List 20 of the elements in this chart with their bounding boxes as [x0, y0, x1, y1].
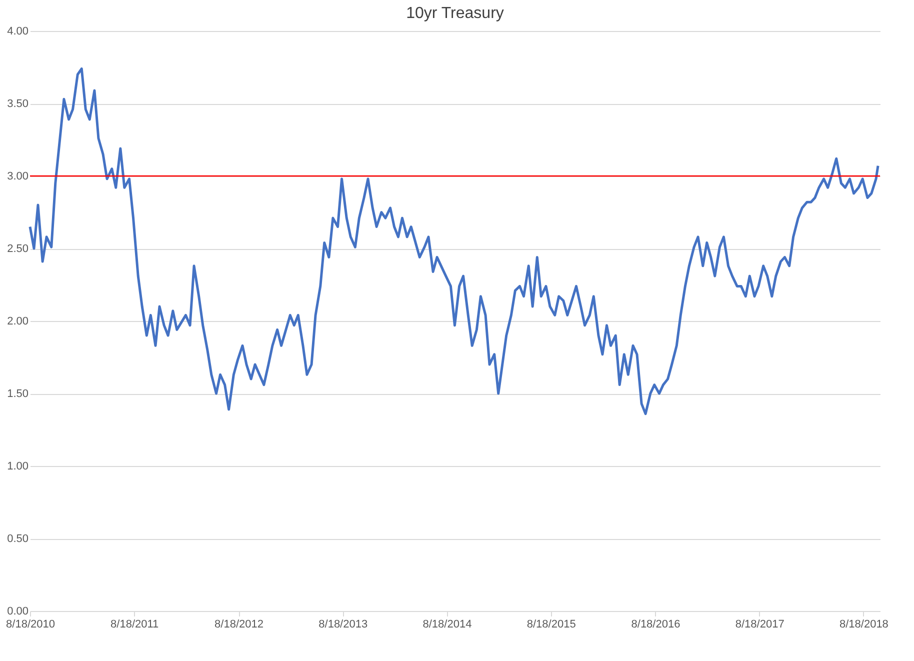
y-tick-label: 1.00: [7, 460, 28, 472]
y-tick-label: 0.50: [7, 533, 28, 545]
y-tick-label: 0.00: [7, 606, 28, 618]
x-tick-label: 8/18/2017: [735, 618, 784, 630]
x-tick-label: 8/18/2010: [6, 618, 55, 630]
y-tick-label: 2.00: [7, 316, 28, 328]
x-tick-label: 8/18/2013: [318, 618, 368, 630]
x-tick-label: 8/18/2016: [631, 618, 680, 630]
x-tick-label: 8/18/2018: [839, 618, 888, 630]
x-tick-label: 8/18/2012: [214, 618, 264, 630]
chart-title: 10yr Treasury: [406, 5, 504, 22]
x-tick-label: 8/18/2015: [526, 618, 576, 630]
x-tick-label: 8/18/2014: [422, 618, 472, 630]
x-tick-label: 8/18/2011: [110, 618, 159, 630]
y-tick-label: 4.00: [7, 26, 28, 38]
y-tick-label: 3.50: [7, 98, 28, 110]
y-tick-label: 1.50: [7, 388, 28, 400]
y-tick-label: 3.00: [7, 170, 28, 182]
line-series: [28, 67, 880, 416]
y-tick-label: 2.50: [7, 243, 28, 255]
